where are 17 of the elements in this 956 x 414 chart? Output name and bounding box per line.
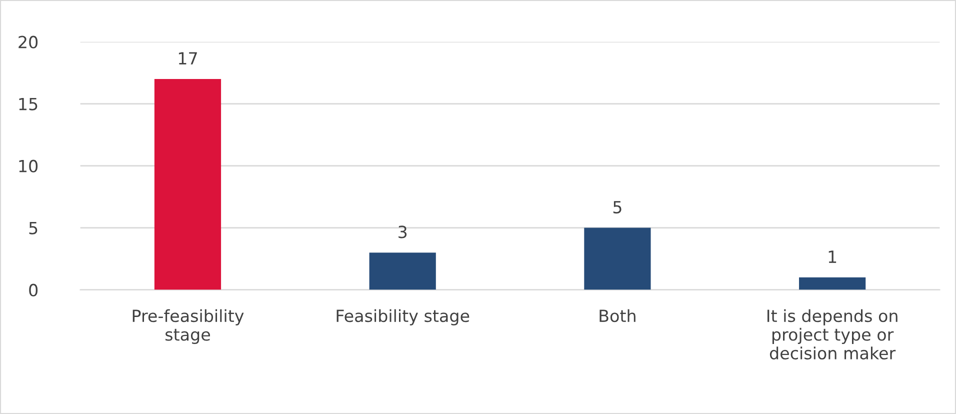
- x-tick-label: Both: [600, 309, 636, 322]
- bar: [584, 228, 651, 290]
- x-tick-label: Feasibility stage: [336, 309, 470, 326]
- data-label: 17: [178, 52, 197, 64]
- y-tick-label: 10: [19, 160, 38, 172]
- data-label: 3: [398, 226, 407, 238]
- data-label: 5: [613, 201, 622, 214]
- y-tick-label: 20: [18, 36, 38, 48]
- bar: [154, 79, 222, 290]
- bar: [799, 277, 866, 290]
- y-tick-label: 0: [29, 284, 38, 296]
- y-tick-label: 5: [29, 222, 38, 234]
- bar: [369, 252, 436, 290]
- x-tick-label: It is depends on project type or decision maker: [767, 309, 898, 360]
- x-tick-label: Pre-feasibility stage: [132, 309, 244, 344]
- data-label: 1: [828, 250, 836, 263]
- y-tick-label: 15: [19, 98, 38, 110]
